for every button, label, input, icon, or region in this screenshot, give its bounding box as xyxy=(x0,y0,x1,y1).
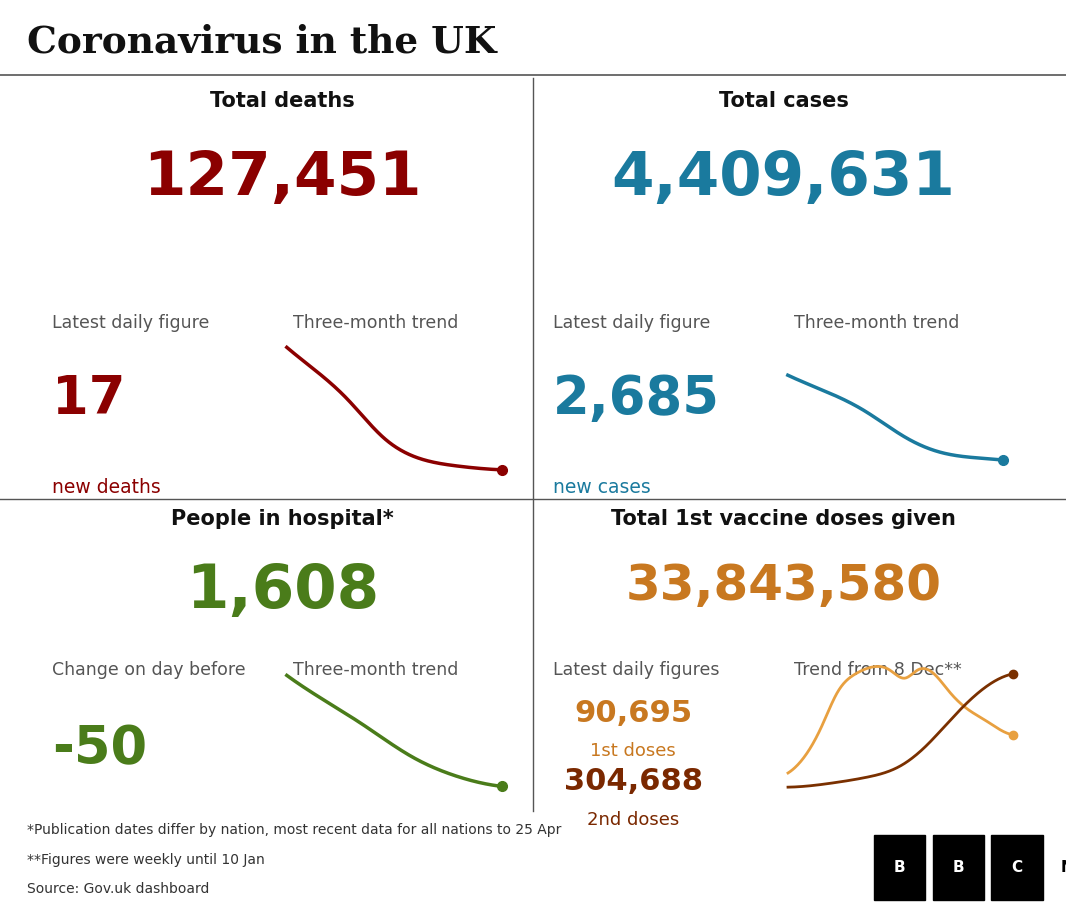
Text: 304,688: 304,688 xyxy=(564,767,702,796)
Text: Three-month trend: Three-month trend xyxy=(292,661,458,679)
Text: 4,409,631: 4,409,631 xyxy=(612,149,955,209)
Text: Total 1st vaccine doses given: Total 1st vaccine doses given xyxy=(611,508,956,529)
Text: 17: 17 xyxy=(52,373,126,425)
Text: 2,685: 2,685 xyxy=(553,373,720,425)
Text: Change on day before: Change on day before xyxy=(52,661,245,679)
FancyBboxPatch shape xyxy=(874,834,925,900)
Text: Three-month trend: Three-month trend xyxy=(292,314,458,332)
Text: Coronavirus in the UK: Coronavirus in the UK xyxy=(27,23,496,60)
Text: 1st doses: 1st doses xyxy=(591,742,676,760)
Text: Total cases: Total cases xyxy=(718,91,849,111)
Text: Three-month trend: Three-month trend xyxy=(793,314,959,332)
Text: Total deaths: Total deaths xyxy=(210,91,355,111)
Text: new cases: new cases xyxy=(553,478,650,497)
Text: new deaths: new deaths xyxy=(52,478,161,497)
Text: 1,608: 1,608 xyxy=(185,562,379,620)
Text: 90,695: 90,695 xyxy=(575,699,692,727)
Text: -50: -50 xyxy=(52,724,147,776)
Text: Source: Gov.uk dashboard: Source: Gov.uk dashboard xyxy=(27,882,209,896)
Text: NEWS: NEWS xyxy=(1061,860,1066,875)
Text: 2nd doses: 2nd doses xyxy=(587,811,679,829)
Text: B: B xyxy=(894,860,905,875)
Text: **Figures were weekly until 10 Jan: **Figures were weekly until 10 Jan xyxy=(27,853,264,867)
Text: B: B xyxy=(953,860,964,875)
Text: C: C xyxy=(1012,860,1022,875)
Text: People in hospital*: People in hospital* xyxy=(172,508,393,529)
Text: 127,451: 127,451 xyxy=(143,149,422,209)
Text: *Publication dates differ by nation, most recent data for all nations to 25 Apr: *Publication dates differ by nation, mos… xyxy=(27,823,561,837)
Text: 33,843,580: 33,843,580 xyxy=(626,562,941,609)
Text: Latest daily figures: Latest daily figures xyxy=(553,661,720,679)
Text: Latest daily figure: Latest daily figure xyxy=(52,314,209,332)
Text: Latest daily figure: Latest daily figure xyxy=(553,314,710,332)
FancyBboxPatch shape xyxy=(933,834,984,900)
Text: Trend from 8 Dec**: Trend from 8 Dec** xyxy=(793,661,962,679)
FancyBboxPatch shape xyxy=(991,834,1043,900)
